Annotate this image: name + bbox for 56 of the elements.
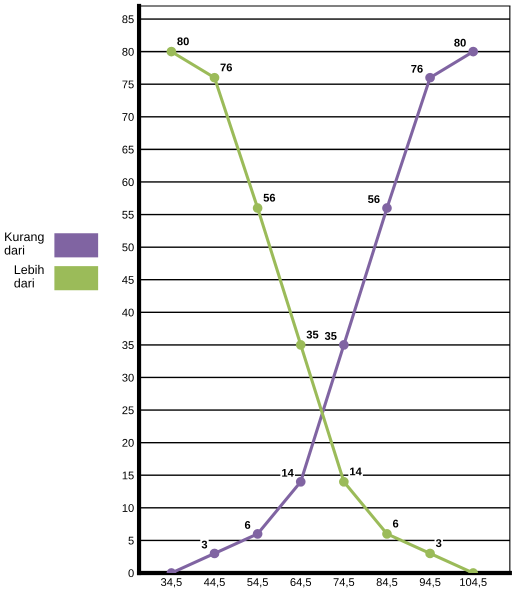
- point: [425, 72, 435, 83]
- data-label: 3: [202, 540, 208, 548]
- y-tick-label: 5: [128, 536, 134, 545]
- data-label: 14: [282, 469, 294, 477]
- y-tick-label: 0: [128, 569, 134, 578]
- y-tick-label: 30: [122, 374, 134, 382]
- data-label: 3: [436, 539, 442, 548]
- data-label: 56: [264, 194, 276, 202]
- data-label: 6: [244, 521, 250, 529]
- data-label: 76: [411, 64, 423, 73]
- y-tick-label: 40: [122, 308, 134, 316]
- y-tick-label: 25: [122, 406, 134, 414]
- data-label: 80: [454, 38, 466, 47]
- x-tick-label: 84,5: [376, 578, 398, 588]
- y-tick-label: 20: [122, 438, 134, 447]
- y-tick-label: 85: [122, 15, 134, 24]
- y-tick-label: 75: [122, 80, 134, 88]
- y-tick-label: 55: [122, 210, 134, 219]
- point: [338, 340, 349, 350]
- point: [252, 529, 262, 539]
- point: [425, 548, 435, 558]
- point: [296, 340, 306, 350]
- y-tick-label: 10: [122, 504, 134, 512]
- x-tick-label: 54,5: [247, 578, 268, 588]
- data-label: 6: [392, 520, 398, 528]
- point: [210, 72, 220, 83]
- data-label: 14: [350, 468, 362, 476]
- point: [252, 203, 262, 213]
- y-tick-label: 50: [122, 243, 134, 252]
- data-label: 35: [306, 330, 318, 339]
- point: [382, 203, 392, 213]
- data-label: 80: [177, 37, 189, 46]
- y-tick-label: 35: [122, 341, 134, 350]
- y-tick-label: 65: [122, 146, 134, 154]
- x-tick-label: 104,5: [460, 578, 487, 588]
- y-tick-label: 15: [122, 472, 134, 480]
- point: [382, 529, 392, 539]
- point: [166, 46, 176, 56]
- point: [338, 476, 349, 487]
- point: [296, 476, 306, 487]
- point: [468, 46, 478, 56]
- x-tick-label: 64,5: [290, 578, 312, 588]
- point: [210, 548, 220, 558]
- data-label: 76: [220, 63, 232, 72]
- legend-label: Lebih dari: [14, 264, 44, 288]
- legend-label: Kurang dari: [4, 232, 44, 255]
- x-tick-label: 94,5: [420, 578, 440, 588]
- x-tick-label: 74,5: [334, 578, 354, 588]
- data-label: 56: [368, 195, 380, 204]
- x-tick-label: 44,5: [204, 578, 225, 588]
- y-tick-label: 60: [122, 178, 134, 186]
- x-tick-label: 34,5: [161, 578, 182, 588]
- y-tick-label: 45: [122, 276, 134, 284]
- y-tick-label: 80: [122, 48, 134, 56]
- y-tick-label: 70: [122, 113, 134, 121]
- data-label: 35: [324, 332, 337, 340]
